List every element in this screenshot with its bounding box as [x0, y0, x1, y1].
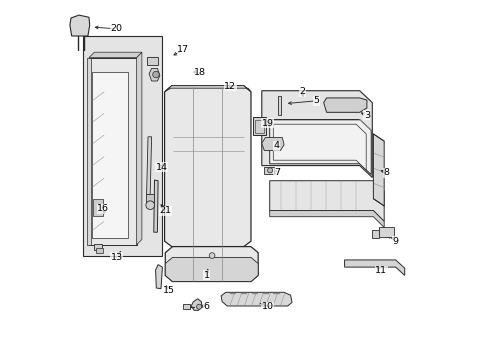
Text: 11: 11	[374, 266, 386, 275]
Text: 17: 17	[177, 45, 189, 54]
Text: 8: 8	[383, 168, 389, 177]
Bar	[264, 167, 273, 174]
Text: 1: 1	[203, 271, 209, 280]
Text: 3: 3	[363, 111, 369, 120]
Polygon shape	[165, 247, 258, 282]
Polygon shape	[89, 52, 142, 58]
Text: 16: 16	[97, 204, 109, 213]
Polygon shape	[221, 292, 291, 306]
Bar	[82, 36, 162, 256]
Text: 12: 12	[224, 82, 236, 91]
Circle shape	[196, 304, 201, 309]
Text: 7: 7	[273, 168, 279, 177]
Text: 4: 4	[273, 141, 279, 150]
Bar	[96, 248, 102, 253]
Text: 6: 6	[203, 302, 209, 311]
Bar	[87, 58, 91, 245]
Polygon shape	[89, 58, 136, 245]
Bar	[91, 72, 127, 238]
Circle shape	[152, 71, 159, 78]
Text: 9: 9	[392, 237, 398, 246]
Polygon shape	[261, 138, 284, 150]
Text: 13: 13	[110, 253, 122, 262]
Text: 20: 20	[110, 24, 122, 33]
Bar	[183, 304, 189, 309]
Polygon shape	[153, 180, 158, 232]
Text: 5: 5	[313, 96, 319, 105]
Polygon shape	[269, 211, 384, 228]
Bar	[379, 227, 393, 237]
Circle shape	[145, 201, 154, 210]
Polygon shape	[269, 120, 370, 175]
Polygon shape	[273, 124, 366, 170]
Polygon shape	[373, 134, 384, 206]
Polygon shape	[165, 257, 258, 282]
Polygon shape	[344, 260, 404, 275]
Bar	[92, 199, 102, 216]
Polygon shape	[269, 181, 384, 221]
Bar	[254, 120, 264, 133]
Text: 18: 18	[193, 68, 205, 77]
Polygon shape	[164, 86, 250, 92]
Polygon shape	[164, 86, 250, 247]
Text: 14: 14	[155, 163, 167, 172]
Text: 10: 10	[262, 302, 273, 311]
Polygon shape	[323, 98, 366, 112]
Polygon shape	[191, 299, 202, 310]
Text: 2: 2	[299, 87, 305, 96]
Polygon shape	[146, 137, 151, 194]
Bar	[371, 230, 379, 238]
Text: 19: 19	[262, 119, 273, 128]
Polygon shape	[155, 265, 162, 289]
Circle shape	[267, 168, 272, 173]
Bar	[253, 117, 265, 135]
Polygon shape	[136, 52, 142, 245]
Text: 15: 15	[163, 287, 175, 295]
Circle shape	[209, 253, 215, 258]
Polygon shape	[70, 15, 89, 36]
Polygon shape	[261, 91, 371, 177]
Bar	[277, 96, 281, 115]
Bar	[94, 244, 102, 250]
Text: 21: 21	[159, 206, 171, 215]
Bar	[145, 194, 154, 202]
Polygon shape	[149, 68, 160, 81]
Bar	[147, 57, 158, 65]
